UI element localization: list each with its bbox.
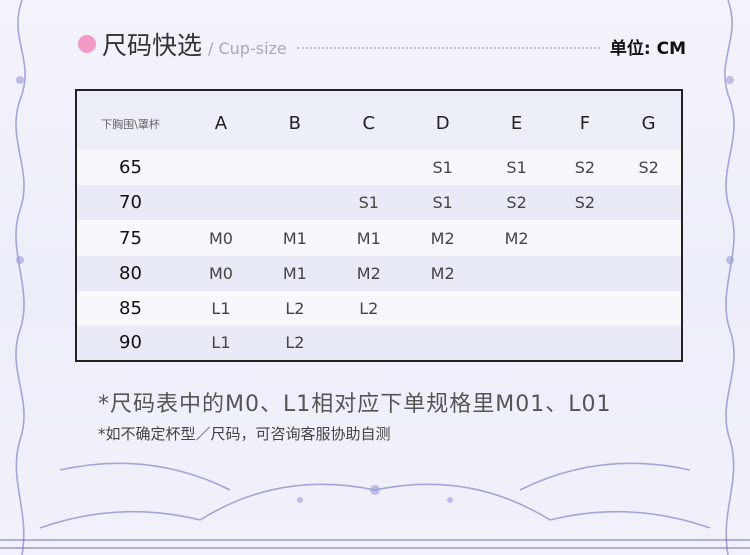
column-header: B [257, 90, 332, 151]
band-size: 75 [76, 220, 184, 256]
column-header: F [553, 90, 617, 151]
column-header: A [184, 90, 258, 151]
size-cell [479, 255, 554, 291]
size-cell [553, 255, 617, 291]
table-header-row: 下胸围\罩杯 A B C D E F G [76, 90, 682, 151]
size-cell [553, 220, 617, 256]
size-cell: S1 [479, 150, 554, 186]
size-cell [616, 220, 682, 256]
table-row: 85 L1 L2 L2 [76, 290, 682, 326]
band-size: 85 [76, 290, 184, 326]
table-row: 80 M0 M1 M2 M2 [76, 255, 682, 291]
dotted-divider [296, 47, 600, 49]
table-row: 75 M0 M1 M1 M2 M2 [76, 220, 682, 256]
size-cell: S1 [405, 185, 480, 221]
band-size: 70 [76, 185, 184, 221]
table-row: 65 S1 S1 S2 S2 [76, 150, 682, 186]
note-secondary: *如不确定杯型／尺码，可咨询客服协助自测 [98, 425, 391, 443]
size-cell: L1 [184, 290, 258, 326]
column-header: G [616, 90, 682, 151]
table-row: 70 S1 S1 S2 S2 [76, 185, 682, 221]
size-cell [405, 290, 480, 326]
size-cell [257, 150, 332, 186]
size-cell [184, 150, 258, 186]
pink-dot-icon [78, 35, 96, 53]
column-header: C [331, 90, 406, 151]
size-cell: M1 [257, 220, 332, 256]
size-cell: S1 [405, 150, 480, 186]
section-title: 尺码快选 [102, 31, 203, 60]
size-cell: S2 [479, 185, 554, 221]
corner-header: 下胸围\罩杯 [76, 90, 184, 151]
unit-label: 单位: CM [609, 39, 686, 59]
size-cell [616, 185, 682, 221]
size-cell [405, 325, 480, 361]
size-cell: L2 [257, 290, 332, 326]
size-cell [616, 325, 682, 361]
band-size: 80 [76, 255, 184, 291]
size-cell [616, 255, 682, 291]
band-size: 90 [76, 325, 184, 361]
size-cell: L2 [257, 325, 332, 361]
size-cell: M2 [331, 255, 406, 291]
table-row: 90 L1 L2 [76, 325, 682, 361]
size-cell: M1 [257, 255, 332, 291]
size-cell: M2 [479, 220, 554, 256]
size-cell: S1 [331, 185, 406, 221]
size-cell [616, 290, 682, 326]
section-subtitle: / Cup-size [208, 39, 287, 58]
column-header: D [405, 90, 480, 151]
band-size: 65 [76, 150, 184, 186]
size-cell [479, 290, 554, 326]
size-cell [331, 325, 406, 361]
size-table: 下胸围\罩杯 A B C D E F G 65 S1 S1 S2 S2 70 S1 S1 S2 S… [75, 89, 683, 362]
size-cell: M1 [331, 220, 406, 256]
section-header: 尺码快选 / Cup-size 单位: CM [78, 26, 686, 62]
size-cell: M2 [405, 255, 480, 291]
size-cell: M2 [405, 220, 480, 256]
size-cell [257, 185, 332, 221]
size-cell [331, 150, 406, 186]
size-cell [553, 325, 617, 361]
size-cell: M0 [184, 255, 258, 291]
column-header: E [479, 90, 554, 151]
size-cell [553, 290, 617, 326]
size-cell: S2 [553, 150, 617, 186]
note-primary: *尺码表中的M0、L1相对应下单规格里M01、L01 [98, 392, 612, 417]
size-cell: S2 [616, 150, 682, 186]
size-cell [184, 185, 258, 221]
size-cell: L1 [184, 325, 258, 361]
size-cell: L2 [331, 290, 406, 326]
size-cell [479, 325, 554, 361]
size-cell: M0 [184, 220, 258, 256]
size-cell: S2 [553, 185, 617, 221]
